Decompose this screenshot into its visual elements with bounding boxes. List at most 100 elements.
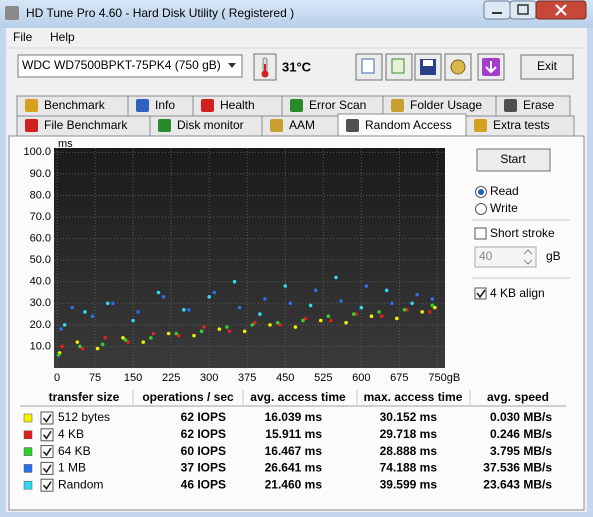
data-point [402,307,407,312]
check-mark [42,414,52,423]
tab-icon [25,119,38,132]
data-point [70,305,75,310]
combo-arrow [228,63,236,68]
tab-label: Health [220,98,255,112]
save-icon-label [423,60,433,66]
stroke-size-unit: gB [546,249,561,263]
series-name: 512 bytes [58,410,110,424]
data-point [258,312,262,316]
tab-label: Folder Usage [410,98,482,112]
minimize-button[interactable] [483,0,511,20]
data-point [90,314,95,319]
menu-help[interactable]: Help [50,30,75,44]
drive-combobox[interactable] [17,54,243,78]
exit-label: Exit [537,59,558,73]
data-point [420,310,424,314]
spinner-arrows [523,249,533,265]
x-tick-label: 750gB [428,372,460,384]
data-point [202,325,206,329]
data-point [126,340,130,344]
data-point [227,329,232,334]
x-tick-label: 75 [89,372,101,384]
column-header: max. access time [364,390,463,404]
series-swatch [23,413,33,423]
y-tick-label: 50.0 [30,254,51,266]
table-cell: 37 IOPS [181,461,226,475]
read-label: Read [490,184,519,198]
options-icon [450,59,466,75]
data-point [395,316,399,321]
data-point [369,314,374,319]
tab-icon [504,99,517,112]
data-point [410,301,414,306]
y-tick-label: 60.0 [30,232,51,244]
table-cell: 26.641 ms [265,461,323,475]
tab-label: Disk monitor [177,118,244,132]
table-cell: 30.152 ms [380,410,438,424]
data-point [253,320,257,325]
series-swatch [23,447,33,456]
start-button[interactable] [476,148,551,172]
tab-label: Benchmark [44,98,106,112]
data-point [405,307,409,312]
exit-button[interactable] [520,54,574,80]
tab-label: AAM [289,118,315,132]
table-cell: 3.795 MB/s [490,444,552,458]
plot-area [54,148,445,368]
kb-align-checkbox[interactable] [474,287,487,300]
short-stroke-checkbox[interactable] [474,227,487,240]
tab-icon [270,119,283,132]
y-tick-label: 40.0 [30,276,51,288]
x-tick-label: 0 [54,372,60,384]
chart: 10.0 20.0 30.0 40.0 50.0 60.0 70.0 80.0 90.0 100.… [23,146,460,384]
data-point [199,329,204,334]
data-point [176,333,181,338]
tab-icon [25,99,38,112]
y-tick-label: 20.0 [30,319,51,331]
app-icon [5,6,19,20]
read-radio-dot [478,189,484,195]
data-point [293,325,298,329]
table-cell: 29.718 ms [380,427,438,441]
y-axis-unit: ms [58,138,73,150]
table-cell: 37.536 MB/s [483,461,552,475]
write-radio[interactable] [475,203,487,215]
x-tick-label: 675 [390,372,408,384]
data-point [303,316,308,321]
y-tick-label: 80.0 [30,189,51,201]
thermometer-bulb [261,70,269,78]
data-point [351,312,356,316]
maximize-button[interactable] [509,0,537,20]
data-point [313,288,318,293]
data-point [212,290,217,295]
data-point [232,279,237,284]
kb-align-label: 4 KB align [490,286,545,300]
data-point [344,320,348,325]
data-point [334,275,338,280]
data-point [78,344,82,349]
data-point [131,318,135,323]
stroke-size-spinner[interactable] [474,246,537,268]
table-cell: 62 IOPS [181,427,226,441]
data-point [105,301,110,306]
data-point [141,340,146,344]
check-mark [42,464,52,474]
tab-label: Error Scan [309,98,366,112]
menu-file[interactable]: File [13,30,33,44]
column-header: transfer size [49,390,120,404]
close-glyph [555,4,567,16]
data-point [237,305,242,310]
data-point [161,295,166,299]
series-name: Random [58,477,103,491]
data-point [430,297,435,301]
data-point [80,346,85,351]
series-name: 4 KB [58,427,84,441]
table-cell: 16.467 ms [265,444,323,458]
tab-strip: Benchmark Info Health Error Scan Folder Usag… [16,95,575,137]
tab-icon [290,99,303,112]
table-cell: 0.030 MB/s [490,410,552,424]
data-point [95,346,100,351]
x-tick-label: 525 [314,372,332,384]
series-swatch [23,464,33,473]
